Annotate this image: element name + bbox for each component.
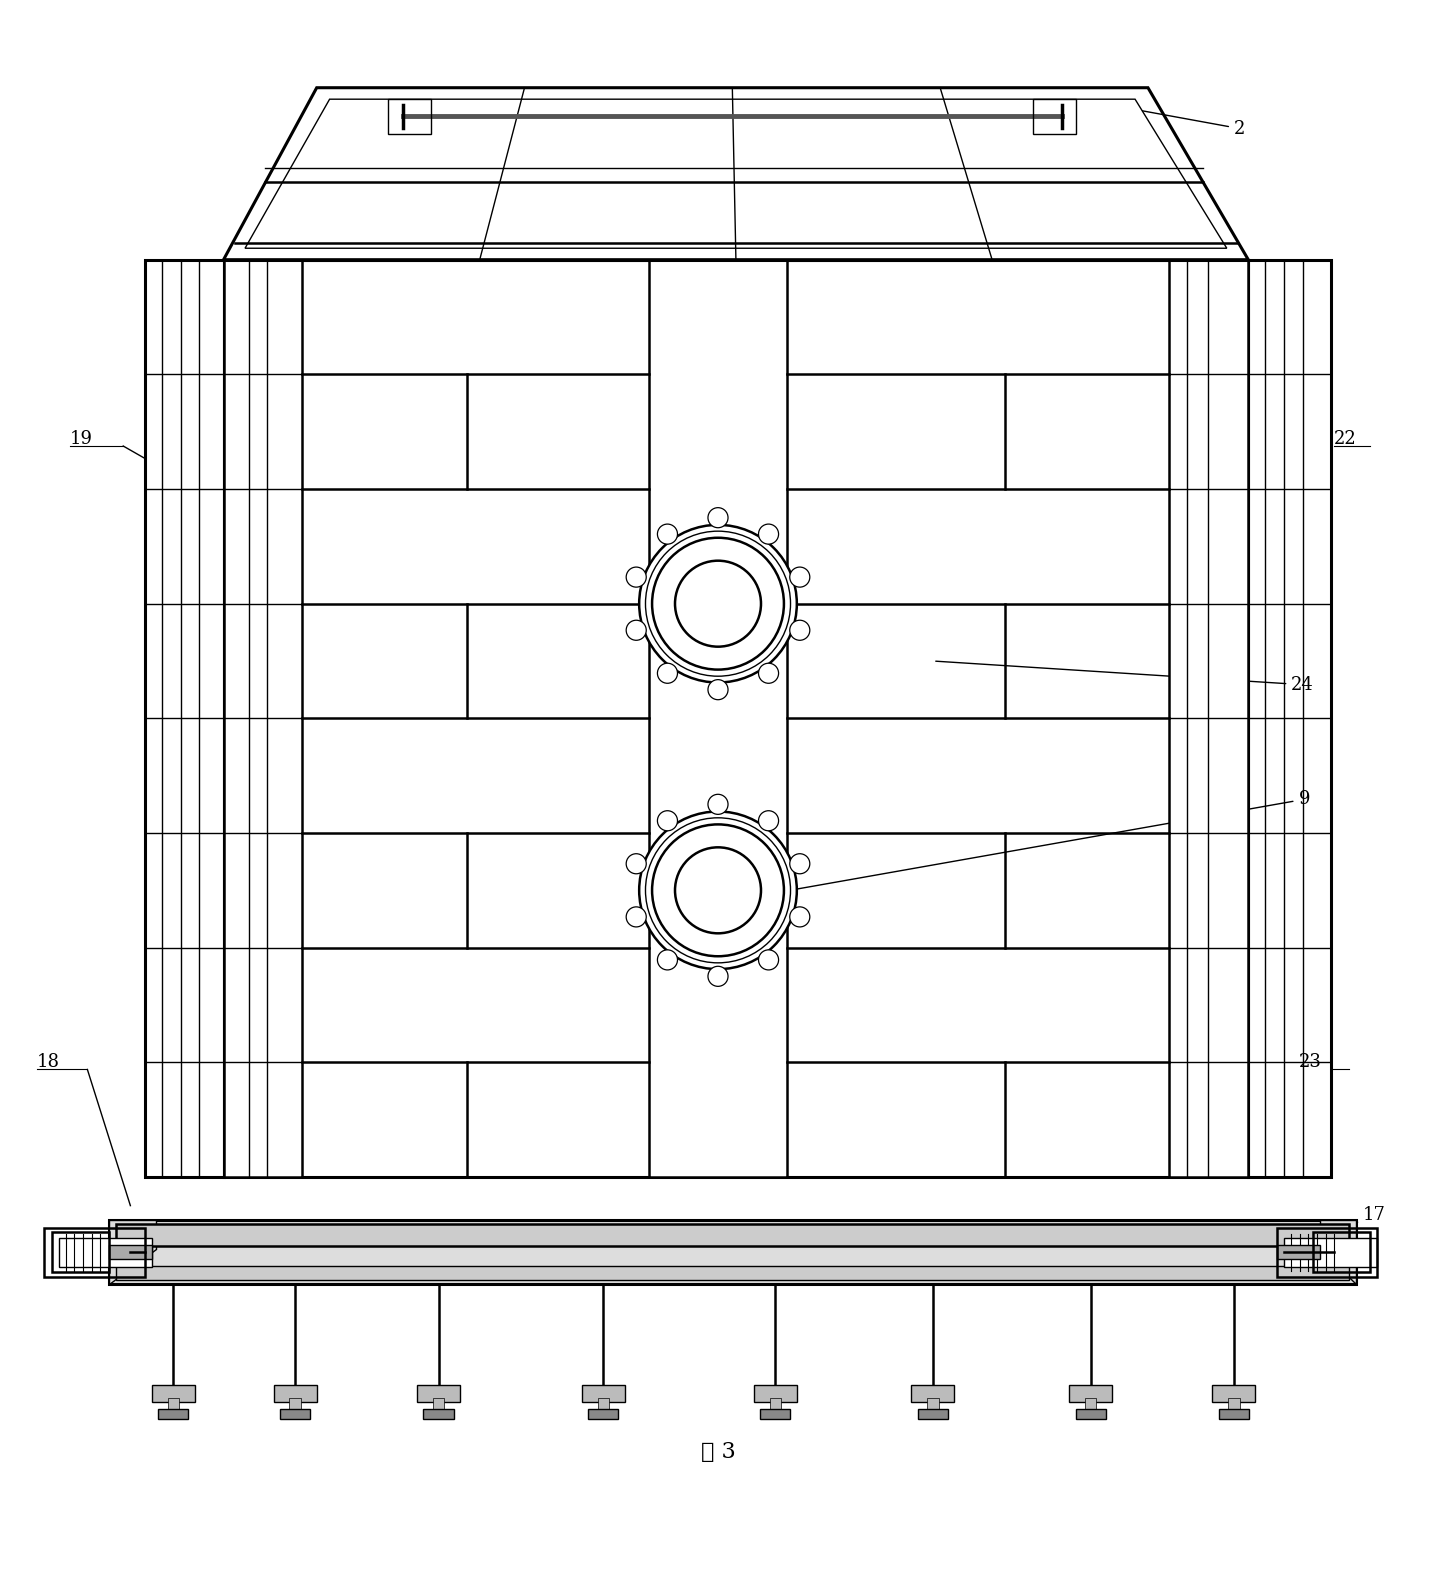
Bar xyxy=(918,1409,948,1419)
Circle shape xyxy=(639,812,797,969)
Bar xyxy=(928,1398,939,1419)
Bar xyxy=(754,1384,797,1401)
Bar xyxy=(52,1232,109,1272)
Text: 2: 2 xyxy=(1136,109,1245,137)
Bar xyxy=(116,1266,1348,1280)
Circle shape xyxy=(758,950,778,970)
Text: 22: 22 xyxy=(1334,430,1357,447)
Polygon shape xyxy=(1320,1220,1356,1285)
Bar xyxy=(1169,259,1248,1177)
Text: 19: 19 xyxy=(70,430,93,447)
Bar xyxy=(1284,1237,1377,1267)
Bar xyxy=(1070,1384,1111,1401)
Bar xyxy=(1313,1232,1370,1272)
Bar xyxy=(290,1398,302,1419)
Circle shape xyxy=(626,907,646,927)
Circle shape xyxy=(639,525,797,683)
Bar xyxy=(582,1384,625,1401)
Bar xyxy=(589,1409,619,1419)
Circle shape xyxy=(708,679,728,700)
Bar xyxy=(168,1398,180,1419)
Circle shape xyxy=(790,907,810,927)
Bar xyxy=(416,1384,460,1401)
Circle shape xyxy=(645,818,791,962)
Circle shape xyxy=(626,621,646,640)
Text: 9: 9 xyxy=(793,790,1310,890)
Bar xyxy=(224,259,1248,1177)
Bar xyxy=(109,1245,152,1259)
Bar xyxy=(1248,259,1331,1177)
Circle shape xyxy=(675,561,761,646)
Bar xyxy=(1076,1409,1106,1419)
Text: 24: 24 xyxy=(936,660,1314,694)
Bar xyxy=(274,1384,317,1401)
Circle shape xyxy=(652,537,784,670)
Circle shape xyxy=(758,525,778,544)
Bar xyxy=(1219,1409,1249,1419)
Circle shape xyxy=(658,664,678,683)
Polygon shape xyxy=(109,1220,157,1285)
Bar xyxy=(649,259,787,1177)
Circle shape xyxy=(708,967,728,986)
Bar xyxy=(597,1398,609,1419)
Circle shape xyxy=(758,664,778,683)
Bar xyxy=(1034,100,1077,134)
Polygon shape xyxy=(246,100,1226,248)
Bar xyxy=(388,100,431,134)
Circle shape xyxy=(652,825,784,956)
Bar xyxy=(152,1384,195,1401)
Polygon shape xyxy=(224,88,1248,259)
Text: 23: 23 xyxy=(1298,1054,1321,1071)
Bar xyxy=(424,1409,454,1419)
Circle shape xyxy=(758,811,778,831)
Bar xyxy=(109,1220,1356,1285)
Circle shape xyxy=(790,567,810,588)
Bar xyxy=(1228,1398,1239,1419)
Circle shape xyxy=(708,507,728,528)
Circle shape xyxy=(790,853,810,874)
Circle shape xyxy=(790,621,810,640)
Bar xyxy=(1277,1228,1377,1277)
Circle shape xyxy=(658,950,678,970)
Bar xyxy=(912,1384,955,1401)
Bar xyxy=(770,1398,781,1419)
Circle shape xyxy=(626,853,646,874)
Bar xyxy=(280,1409,310,1419)
Bar xyxy=(432,1398,444,1419)
Bar xyxy=(45,1228,145,1277)
Circle shape xyxy=(658,811,678,831)
Text: 图 3: 图 3 xyxy=(701,1441,735,1463)
Bar xyxy=(158,1409,188,1419)
Bar xyxy=(1212,1384,1255,1401)
Circle shape xyxy=(708,795,728,814)
Circle shape xyxy=(658,525,678,544)
Bar xyxy=(116,1224,1348,1245)
Bar xyxy=(760,1409,790,1419)
Bar xyxy=(1086,1398,1096,1419)
Circle shape xyxy=(645,531,791,676)
Circle shape xyxy=(675,847,761,934)
Bar xyxy=(59,1237,152,1267)
Bar xyxy=(224,259,303,1177)
Bar xyxy=(145,259,224,1177)
Bar xyxy=(1277,1245,1320,1259)
Text: 18: 18 xyxy=(37,1054,60,1071)
Text: 17: 17 xyxy=(1265,1206,1386,1262)
Circle shape xyxy=(626,567,646,588)
